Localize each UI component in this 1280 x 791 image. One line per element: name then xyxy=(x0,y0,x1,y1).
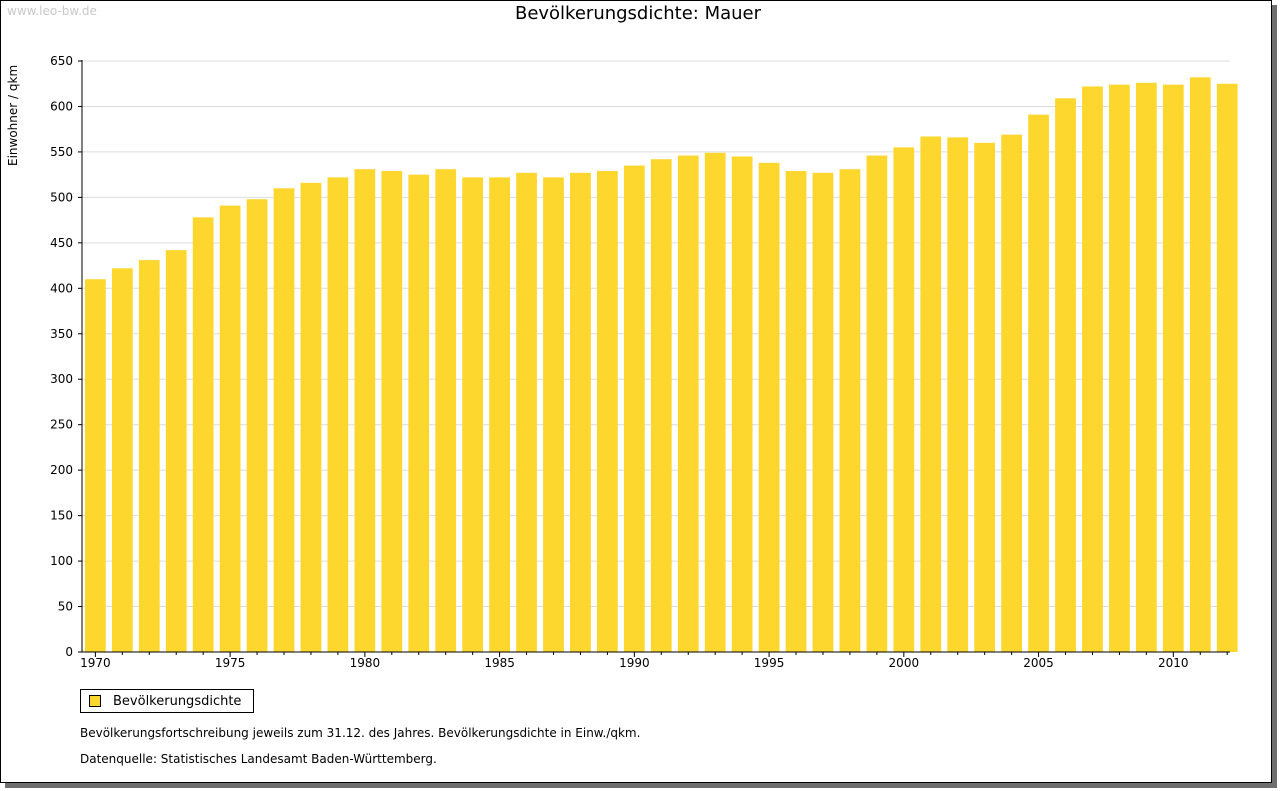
bar xyxy=(974,142,996,653)
y-tick-label: 0 xyxy=(65,645,73,659)
bar xyxy=(408,174,430,652)
bar xyxy=(1055,98,1076,653)
y-tick-label: 500 xyxy=(50,190,73,204)
legend-label: Bevölkerungsdichte xyxy=(113,693,242,709)
bar xyxy=(623,165,645,653)
x-tick-label: 2010 xyxy=(1158,656,1189,670)
bar xyxy=(570,172,591,652)
bar xyxy=(947,137,969,653)
bar xyxy=(866,155,888,652)
bar xyxy=(785,171,807,653)
bar xyxy=(85,279,106,652)
bar xyxy=(704,152,726,652)
bar xyxy=(731,156,753,652)
x-tick-label: 1985 xyxy=(484,656,515,670)
bar xyxy=(920,136,942,652)
x-tick-label: 2005 xyxy=(1023,656,1054,670)
y-tick-label: 450 xyxy=(50,236,73,250)
y-tick-label: 400 xyxy=(50,281,73,295)
bar xyxy=(812,172,834,652)
bar xyxy=(893,147,915,652)
y-tick-label: 350 xyxy=(50,327,73,341)
bar xyxy=(543,177,564,653)
y-tick-label: 250 xyxy=(50,418,73,432)
bar xyxy=(489,177,510,653)
chart-title: Bevölkerungsdichte: Mauer xyxy=(514,3,762,24)
bar xyxy=(1109,84,1130,652)
y-tick-label: 50 xyxy=(58,600,73,614)
bar xyxy=(138,260,160,652)
y-tick-label: 650 xyxy=(50,54,73,68)
bar xyxy=(219,205,241,652)
y-tick-label: 200 xyxy=(50,463,73,477)
bar xyxy=(758,162,780,652)
bar xyxy=(246,199,268,653)
bar xyxy=(435,169,457,652)
bar xyxy=(1082,86,1103,653)
bar xyxy=(354,169,376,652)
x-tick-label: 1970 xyxy=(80,656,111,670)
bar xyxy=(1216,83,1238,652)
y-tick-label: 600 xyxy=(50,99,73,113)
x-tick-label: 1975 xyxy=(215,656,246,670)
legend-swatch xyxy=(89,695,101,707)
y-tick-label: 550 xyxy=(50,145,73,159)
bar xyxy=(300,182,322,653)
bar xyxy=(650,159,672,652)
y-tick-label: 300 xyxy=(50,372,73,386)
footnote: Bevölkerungsfortschreibung jeweils zum 3… xyxy=(80,726,641,740)
bar xyxy=(1189,77,1211,653)
x-tick-label: 1990 xyxy=(619,656,650,670)
bar xyxy=(1162,84,1184,652)
watermark: www.leo-bw.de xyxy=(7,4,97,18)
y-tick-label: 100 xyxy=(50,554,73,568)
x-tick-label: 1995 xyxy=(754,656,785,670)
bar xyxy=(273,188,295,653)
bar xyxy=(1135,82,1157,653)
bar xyxy=(1028,114,1049,653)
bar xyxy=(516,172,537,652)
bar xyxy=(597,171,618,653)
bar xyxy=(462,177,484,653)
x-tick-label: 1980 xyxy=(350,656,381,670)
bar xyxy=(192,217,214,652)
x-tick-label: 2000 xyxy=(889,656,920,670)
bar xyxy=(327,177,349,653)
bar xyxy=(165,250,187,652)
data-source: Datenquelle: Statistisches Landesamt Bad… xyxy=(80,752,437,766)
legend: Bevölkerungsdichte xyxy=(80,689,255,713)
bar xyxy=(677,155,699,652)
bar xyxy=(111,268,133,652)
y-tick-label: 150 xyxy=(50,509,73,523)
bar xyxy=(839,169,861,652)
bar xyxy=(1001,134,1022,652)
bar xyxy=(381,171,403,653)
